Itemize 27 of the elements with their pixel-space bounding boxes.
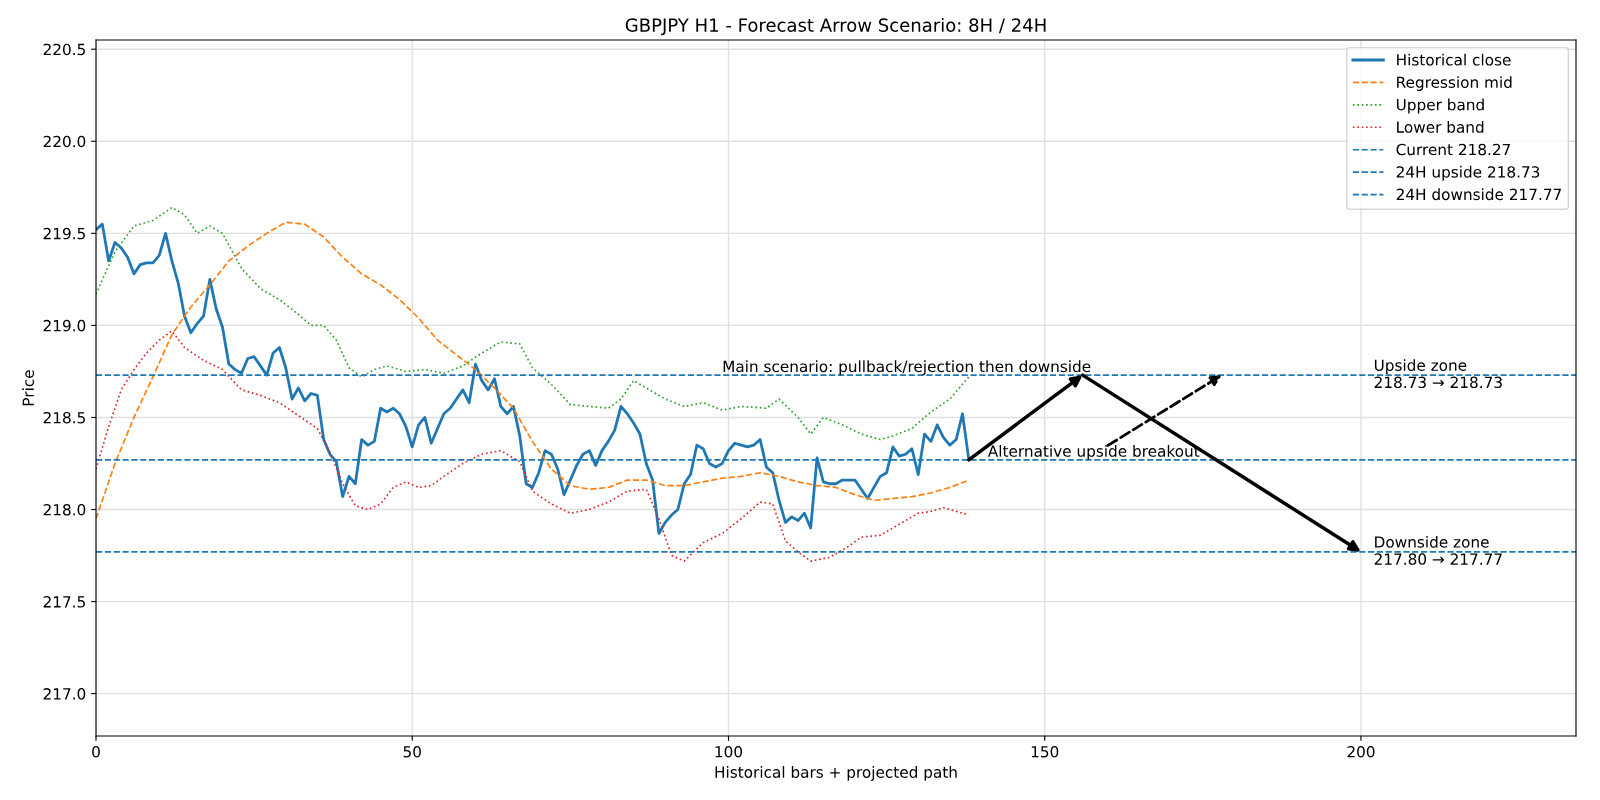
- x-axis-title: Historical bars + projected path: [715, 766, 957, 781]
- y-axis-title: Price: [22, 370, 35, 406]
- legend-label: Upper band: [1396, 98, 1484, 114]
- x-tick-label: 100: [715, 745, 743, 758]
- x-tick-label: 200: [1347, 745, 1375, 758]
- legend-label: Regression mid: [1397, 76, 1512, 91]
- annotation: Upside zone 218.73 → 218.73: [1374, 359, 1502, 389]
- x-tick-label: 0: [92, 745, 100, 758]
- y-tick-label: 220.0: [43, 135, 86, 148]
- y-tick-label: 219.0: [43, 319, 86, 332]
- y-tick-label: 217.0: [43, 688, 86, 700]
- y-tick-label: 219.5: [43, 227, 85, 240]
- annotation: Main scenario: pullback/rejection then downside: [723, 360, 1091, 376]
- legend-label: 24H upside 218.73: [1396, 165, 1540, 181]
- y-tick-label: 218.5: [43, 411, 85, 424]
- chart-title: GBPJPY H1 - Forecast Arrow Scenario: 8H / 24H: [625, 17, 1046, 36]
- annotation: Alternative upside breakout: [987, 445, 1200, 460]
- annotation: Downside zone 217.80 → 217.77: [1374, 535, 1502, 565]
- y-tick-label: 217.5: [43, 596, 85, 608]
- legend-label: Current 218.27: [1396, 143, 1511, 156]
- x-tick-label: 50: [403, 745, 421, 758]
- x-tick-label: 150: [1031, 745, 1059, 758]
- y-tick-label: 218.0: [43, 503, 86, 516]
- y-tick-label: 220.5: [43, 43, 85, 56]
- legend-label: 24H downside 217.77: [1396, 188, 1561, 201]
- legend-label: Lower band: [1397, 121, 1484, 133]
- legend-label: Historical close: [1397, 53, 1511, 66]
